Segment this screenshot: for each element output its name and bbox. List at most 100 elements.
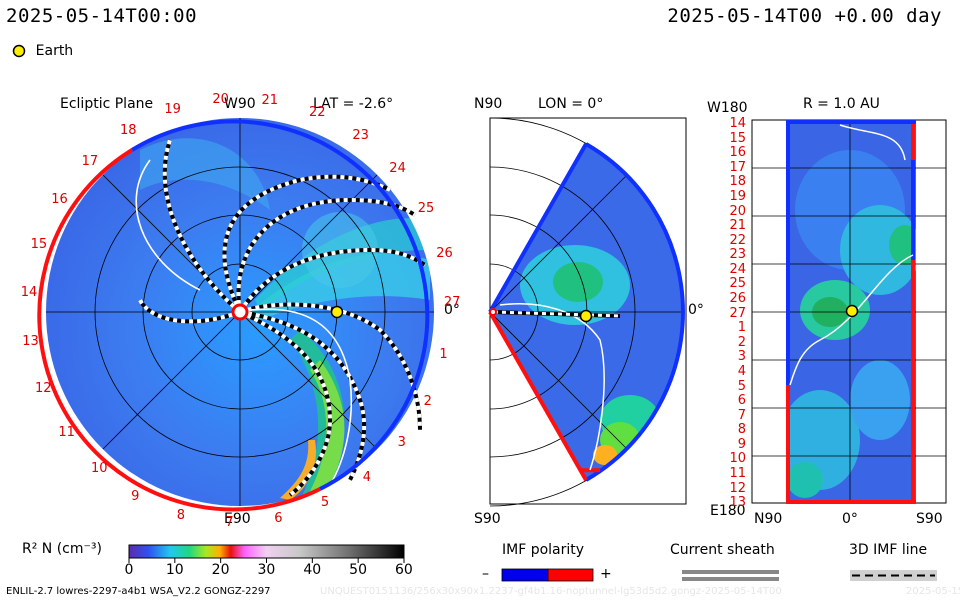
map-bottom-n: N90 (754, 511, 783, 527)
rotation-number: 5 (320, 495, 330, 511)
timestamp-left: 2025-05-14T00:00 (6, 5, 198, 27)
rotation-number: 23 (352, 128, 369, 144)
rotation-number: 1 (439, 347, 448, 363)
ecliptic-lat-label: LAT = -2.6° (313, 96, 394, 112)
map-bottom-left-label: E180 (710, 503, 746, 519)
polarity-ring-negative (130, 119, 430, 491)
footer-run-id: UNQUEST0151136/256x30x90x1.2237-gf4b1.16… (320, 586, 782, 597)
rotation-number: 2 (423, 393, 432, 409)
map-y-tick: 8 (737, 422, 746, 438)
colorbar (128, 544, 405, 563)
earth-marker-ecliptic (330, 305, 344, 319)
imf-line-legend (850, 570, 937, 581)
map-y-tick: 17 (729, 159, 746, 175)
rotation-number: 4 (362, 469, 372, 485)
map-y-tick: 13 (729, 495, 746, 511)
imf-polarity-title: IMF polarity (502, 542, 585, 558)
map-y-tick: 6 (737, 393, 746, 409)
rotation-number: 17 (81, 153, 99, 169)
rotation-number: 16 (51, 192, 68, 208)
meridional-top-label: N90 (474, 96, 503, 112)
ecliptic-current-sheet (135, 159, 353, 486)
map-y-tick: 23 (729, 247, 746, 263)
rotation-number: 3 (397, 435, 406, 451)
map-y-tick: 9 (737, 436, 746, 452)
map-bottom-s: S90 (916, 511, 943, 527)
map-y-tick: 14 (729, 116, 746, 131)
map-y-tick: 22 (729, 232, 746, 248)
map-y-tick: 3 (737, 349, 746, 365)
imf-polarity-plus: + (600, 566, 612, 582)
rotation-number: 18 (119, 123, 137, 139)
meridional-edge-positive (488, 311, 588, 481)
polarity-negative-swatch (501, 568, 549, 582)
sun-marker (231, 303, 249, 321)
map-y-tick: 10 (729, 451, 746, 467)
map-y-tick: 27 (729, 305, 746, 321)
rotation-number: 8 (176, 507, 186, 523)
map-y-tick: 2 (737, 334, 746, 350)
rotation-number: 24 (389, 160, 406, 176)
meridional-bottom-label: S90 (474, 511, 501, 527)
ecliptic-top-label: W90 (224, 96, 256, 112)
earth-marker-meridional (579, 309, 593, 323)
earth-marker-map (845, 304, 859, 318)
map-top-left-label: W180 (707, 100, 748, 116)
rotation-number: 25 (417, 200, 435, 216)
rotation-number: 6 (274, 510, 283, 526)
meridional-edge-negative (584, 142, 685, 482)
latlon-map-panel (751, 119, 947, 504)
map-y-tick: 20 (729, 203, 746, 219)
colorbar-tick-label: 0 (124, 562, 134, 578)
colorbar-ticks (128, 558, 405, 563)
colorbar-label: R² N (cm⁻³) (22, 541, 102, 557)
rotation-number: 12 (35, 381, 52, 397)
earth-legend: Earth (12, 40, 73, 59)
rotation-number: 19 (164, 102, 181, 118)
map-y-tick: 18 (729, 174, 746, 190)
colorbar-tick-label: 20 (211, 562, 230, 578)
map-y-tick: 26 (729, 291, 746, 306)
meridional-current-sheet (499, 303, 605, 471)
rotation-number: 13 (22, 333, 39, 349)
rotation-number: 11 (58, 424, 75, 440)
meridional-right-label: 0° (688, 302, 704, 318)
map-y-tick: 1 (737, 320, 746, 336)
rotation-number: 22 (309, 105, 326, 121)
ecliptic-title: Ecliptic Plane (60, 96, 154, 112)
imf-line-title: 3D IMF line (849, 542, 928, 558)
footer-model-info: ENLIL-2.7 lowres-2297-a4b1 WSA_V2.2 GONG… (6, 586, 271, 597)
current-sheath-legend (682, 570, 779, 581)
ecliptic-imf-lines (138, 139, 427, 497)
map-current-sheet (789, 124, 914, 386)
map-y-tick: 24 (729, 261, 746, 277)
rotation-number: 10 (90, 461, 108, 477)
map-r-label: R = 1.0 AU (803, 96, 880, 112)
polarity-ring-positive (37, 148, 321, 512)
meridional-panel (488, 117, 687, 507)
map-y-tick: 19 (729, 188, 746, 204)
map-y-tick: 16 (729, 145, 746, 161)
map-y-tick: 5 (737, 378, 746, 394)
ecliptic-right-label: 0° (444, 302, 460, 318)
map-y-tick: 21 (729, 218, 746, 234)
ecliptic-bottom-label: E90 (224, 511, 251, 527)
map-y-tick: 25 (729, 276, 746, 292)
rotation-number: 27 (443, 294, 461, 310)
rotation-number: 14 (20, 284, 38, 300)
timestamp-right: 2025-05-14T00 +0.00 day (667, 5, 942, 27)
colorbar-gradient (128, 544, 405, 559)
colorbar-tick-label: 40 (303, 562, 322, 578)
imf-polarity-minus: – (482, 566, 489, 582)
rotation-number: 9 (131, 489, 140, 505)
colorbar-tick-label: 30 (257, 562, 276, 578)
map-y-tick: 12 (729, 480, 746, 496)
colorbar-tick-label: 50 (349, 562, 367, 578)
current-sheath-title: Current sheath (670, 542, 775, 558)
meridional-imf-line (493, 310, 621, 318)
rotation-number: 7 (225, 514, 234, 530)
map-bottom-mid: 0° (842, 511, 858, 527)
colorbar-tick-label: 60 (395, 562, 413, 578)
imf-polarity-legend (501, 568, 594, 582)
